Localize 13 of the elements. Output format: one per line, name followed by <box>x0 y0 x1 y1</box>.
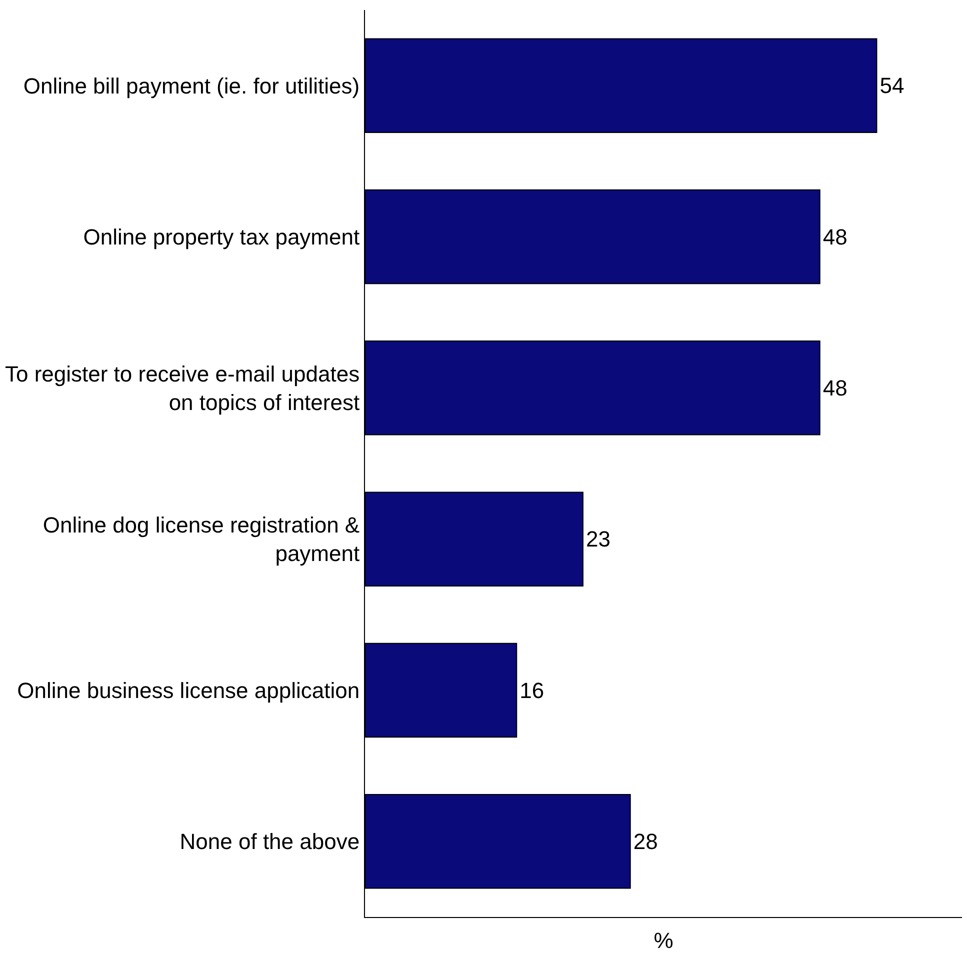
y-tick-label: To register to receive e-mail updates on topics of interest <box>4 361 360 415</box>
y-tick-label: Online bill payment (ie. for utilities) <box>23 73 360 98</box>
y-tick-label: Online property tax payment <box>83 224 360 250</box>
data-label: 16 <box>520 678 544 703</box>
data-label: 48 <box>822 375 848 400</box>
data-label: 28 <box>633 828 658 854</box>
y-tick-label: Online dog license registration & payment <box>42 512 360 566</box>
data-label: 23 <box>586 526 610 552</box>
y-tick-label: None of the above <box>180 829 360 854</box>
x-axis-title: % <box>654 928 674 953</box>
y-tick-label: Online business license application <box>17 678 360 703</box>
data-label: 54 <box>880 73 904 98</box>
data-label: 48 <box>822 224 848 250</box>
